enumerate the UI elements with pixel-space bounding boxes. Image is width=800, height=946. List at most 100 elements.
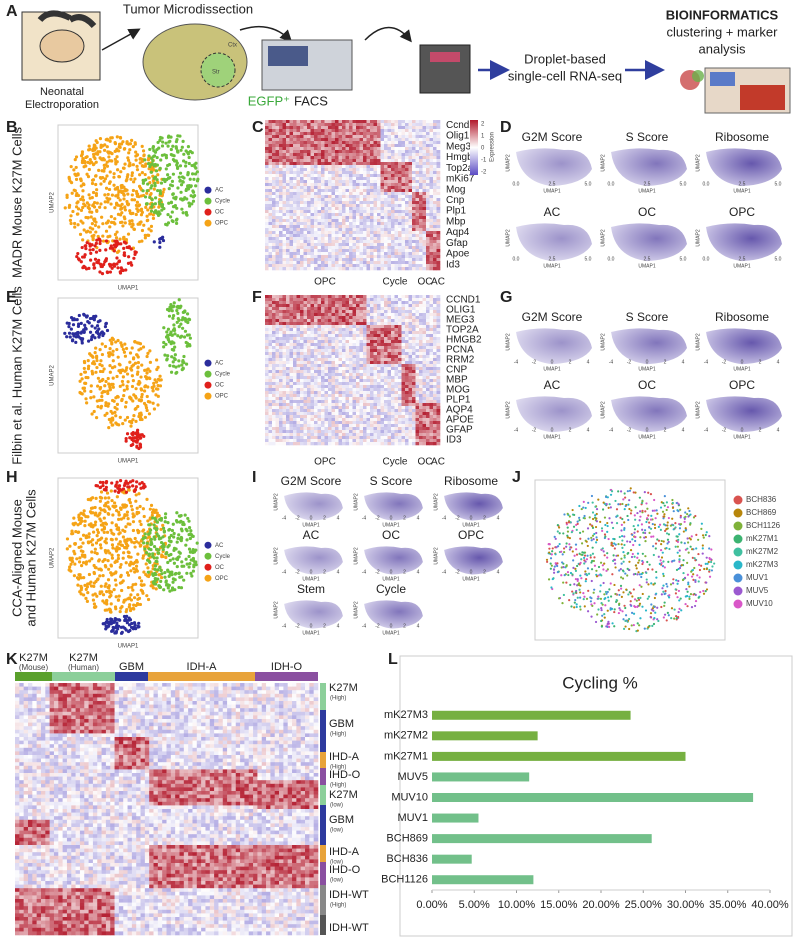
heat-cell bbox=[272, 132, 276, 135]
cell-dot bbox=[81, 195, 84, 198]
cell-dot bbox=[161, 237, 164, 240]
heat-cell bbox=[360, 222, 364, 225]
cell-dot bbox=[112, 386, 115, 389]
heat-cell bbox=[433, 267, 437, 270]
heat-cell bbox=[279, 213, 283, 216]
heat-cell bbox=[332, 298, 336, 301]
heat-cell bbox=[339, 204, 343, 207]
cell-dot bbox=[166, 223, 169, 226]
heat-cell bbox=[332, 246, 336, 249]
heat-cell bbox=[332, 192, 336, 195]
heat-cell bbox=[433, 189, 437, 192]
heat-cell bbox=[391, 213, 395, 216]
heat-cell bbox=[391, 222, 395, 225]
heat-cell bbox=[318, 258, 322, 261]
heat-cell bbox=[377, 138, 381, 141]
heat-cell bbox=[269, 162, 273, 165]
heat-cell bbox=[430, 162, 434, 165]
cell-dot bbox=[115, 203, 118, 206]
heat-cell bbox=[430, 216, 434, 219]
cell-dot bbox=[66, 547, 69, 550]
heat-cell bbox=[356, 129, 360, 132]
heat-cell bbox=[283, 138, 287, 141]
heat-cell bbox=[349, 123, 353, 126]
heat-cell bbox=[356, 243, 360, 246]
cell-dot bbox=[113, 400, 116, 403]
heat-cell bbox=[297, 120, 301, 123]
heat-cell bbox=[384, 180, 388, 183]
heat-cell bbox=[381, 153, 385, 156]
heat-cell bbox=[349, 264, 353, 267]
heat-cell bbox=[297, 147, 301, 150]
cell-dot bbox=[148, 412, 151, 415]
heat-cell bbox=[391, 258, 395, 261]
cell-dot bbox=[97, 539, 100, 542]
heat-cell bbox=[279, 252, 283, 255]
heat-cell bbox=[346, 298, 350, 301]
cell-dot bbox=[114, 396, 117, 399]
heat-cell bbox=[265, 165, 269, 168]
heat-cell bbox=[388, 150, 392, 153]
heat-cell bbox=[342, 171, 346, 174]
heat-cell bbox=[265, 267, 269, 270]
heat-cell bbox=[286, 237, 290, 240]
heat-cell bbox=[384, 132, 388, 135]
heat-cell bbox=[367, 120, 371, 123]
heat-cell bbox=[363, 189, 367, 192]
heat-cell bbox=[437, 177, 441, 180]
cell-dot bbox=[105, 488, 108, 491]
heat-cell bbox=[363, 120, 367, 123]
legend-swatch bbox=[205, 553, 212, 560]
heat-cell bbox=[325, 144, 329, 147]
heat-cell bbox=[437, 126, 441, 129]
heat-cell bbox=[311, 150, 315, 153]
heat-cell bbox=[388, 198, 392, 201]
heat-cell bbox=[384, 243, 388, 246]
heat-cell bbox=[377, 243, 381, 246]
cell-dot bbox=[130, 139, 133, 142]
cell-dot bbox=[189, 178, 192, 181]
heat-cell bbox=[391, 231, 395, 234]
cell-dot bbox=[120, 605, 123, 608]
heat-cell bbox=[437, 171, 441, 174]
heat-cell bbox=[318, 234, 322, 237]
heat-cell bbox=[265, 231, 269, 234]
heat-cell bbox=[377, 177, 381, 180]
heat-cell bbox=[265, 304, 269, 307]
heat-cell bbox=[342, 174, 346, 177]
heat-cell bbox=[342, 123, 346, 126]
heat-cell bbox=[339, 150, 343, 153]
heat-cell bbox=[269, 147, 273, 150]
heat-cell bbox=[349, 129, 353, 132]
heat-cell bbox=[279, 195, 283, 198]
heat-cell bbox=[339, 165, 343, 168]
cell-dot bbox=[143, 369, 146, 372]
cell-dot bbox=[68, 322, 71, 325]
heat-cell bbox=[412, 210, 416, 213]
heat-cell bbox=[395, 243, 399, 246]
heat-cell bbox=[307, 123, 311, 126]
heat-cell bbox=[391, 144, 395, 147]
cell-dot bbox=[158, 375, 161, 378]
cell-dot bbox=[185, 189, 188, 192]
heat-cell bbox=[416, 267, 420, 270]
heat-cell bbox=[321, 234, 325, 237]
heat-cell bbox=[314, 150, 318, 153]
cell-dot bbox=[111, 543, 114, 546]
heat-cell bbox=[426, 210, 430, 213]
heat-cell bbox=[342, 144, 346, 147]
heat-cell bbox=[409, 192, 413, 195]
heat-cell bbox=[342, 165, 346, 168]
heat-cell bbox=[356, 135, 360, 138]
heat-cell bbox=[433, 234, 437, 237]
cell-dot bbox=[163, 576, 166, 579]
heat-cell bbox=[269, 132, 273, 135]
heat-cell bbox=[321, 198, 325, 201]
heat-cell bbox=[377, 237, 381, 240]
heat-cell bbox=[363, 129, 367, 132]
heat-cell bbox=[314, 261, 318, 264]
heat-cell bbox=[265, 153, 269, 156]
heat-cell bbox=[384, 138, 388, 141]
heat-cell bbox=[269, 234, 273, 237]
cell-dot bbox=[172, 192, 175, 195]
